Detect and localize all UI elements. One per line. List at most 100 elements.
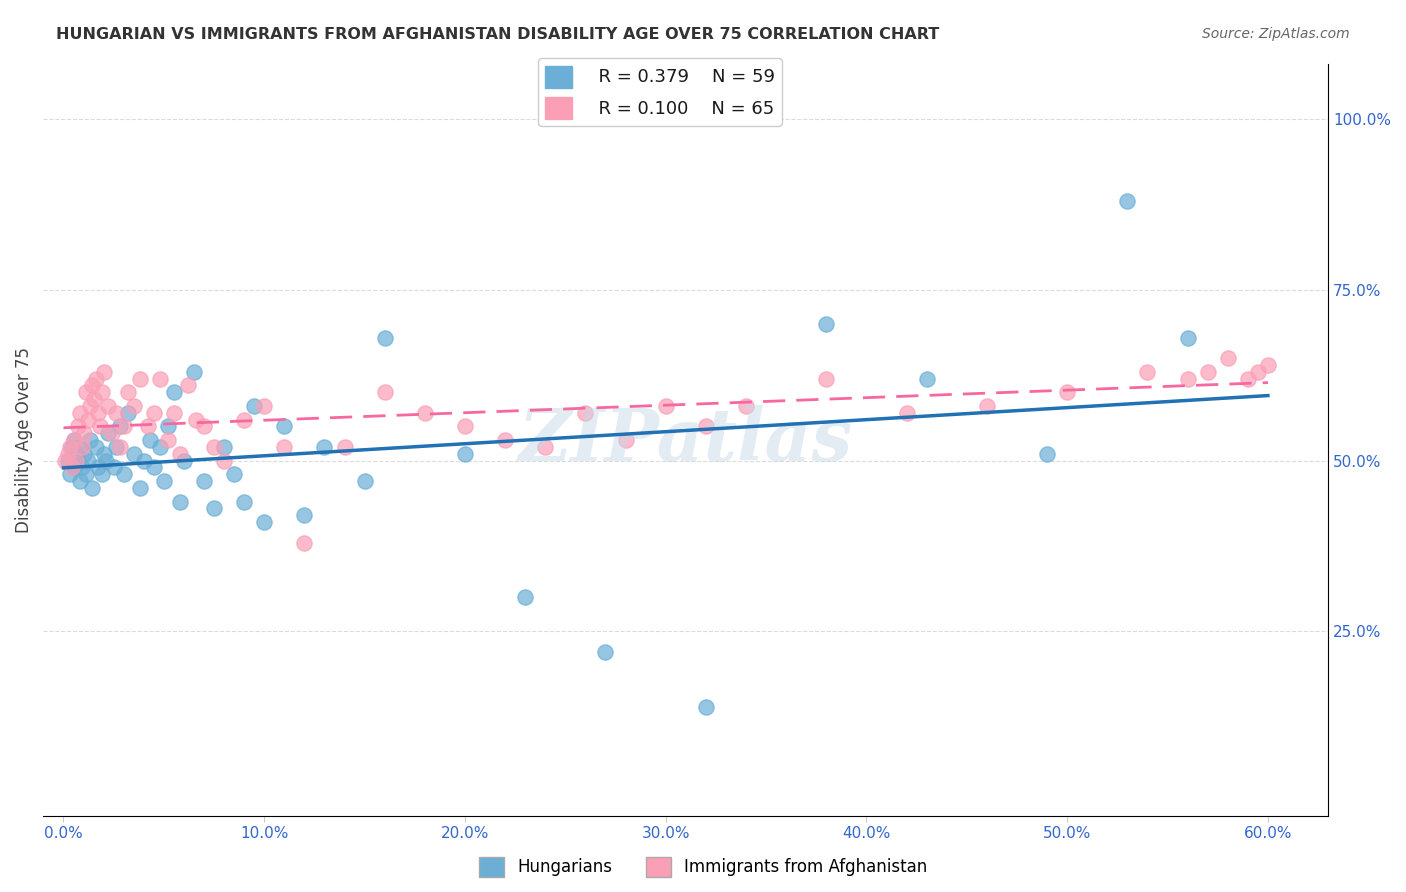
Point	[58, 467, 80, 482]
Point	[72, 447, 94, 461]
Point	[75, 385, 97, 400]
Point	[202, 501, 225, 516]
Point	[353, 474, 375, 488]
Legend: Hungarians, Immigrants from Afghanistan: Hungarians, Immigrants from Afghanistan	[472, 850, 934, 884]
Point	[1247, 365, 1270, 379]
Point	[1197, 365, 1219, 379]
Point	[815, 371, 838, 385]
Point	[1237, 371, 1260, 385]
Text: Source: ZipAtlas.com: Source: ZipAtlas.com	[1202, 27, 1350, 41]
Point	[454, 447, 477, 461]
Point	[60, 440, 83, 454]
Point	[614, 433, 637, 447]
Point	[62, 433, 84, 447]
Point	[224, 467, 246, 482]
Text: ZIPatlas: ZIPatlas	[519, 405, 853, 475]
Point	[153, 474, 176, 488]
Point	[84, 371, 107, 385]
Point	[142, 406, 165, 420]
Point	[273, 440, 295, 454]
Text: HUNGARIAN VS IMMIGRANTS FROM AFGHANISTAN DISABILITY AGE OVER 75 CORRELATION CHAR: HUNGARIAN VS IMMIGRANTS FROM AFGHANISTAN…	[56, 27, 939, 42]
Point	[60, 460, 83, 475]
Point	[128, 371, 150, 385]
Point	[56, 447, 79, 461]
Point	[735, 399, 758, 413]
Point	[202, 440, 225, 454]
Point	[177, 378, 200, 392]
Point	[173, 453, 195, 467]
Point	[574, 406, 596, 420]
Point	[80, 378, 103, 392]
Point	[112, 419, 135, 434]
Point	[1036, 447, 1059, 461]
Point	[79, 433, 101, 447]
Point	[149, 440, 172, 454]
Point	[156, 433, 179, 447]
Point	[65, 453, 87, 467]
Point	[69, 406, 91, 420]
Point	[76, 453, 98, 467]
Point	[94, 453, 117, 467]
Point	[104, 440, 127, 454]
Point	[595, 645, 617, 659]
Point	[84, 440, 107, 454]
Point	[163, 406, 186, 420]
Point	[100, 426, 122, 441]
Point	[117, 406, 139, 420]
Point	[65, 447, 87, 461]
Point	[75, 467, 97, 482]
Point	[1136, 365, 1159, 379]
Point	[69, 474, 91, 488]
Point	[122, 399, 145, 413]
Point	[695, 419, 717, 434]
Point	[314, 440, 336, 454]
Point	[233, 412, 256, 426]
Point	[193, 474, 215, 488]
Point	[243, 399, 266, 413]
Point	[1177, 330, 1199, 344]
Point	[149, 371, 172, 385]
Point	[93, 365, 115, 379]
Point	[142, 460, 165, 475]
Point	[976, 399, 998, 413]
Point	[695, 699, 717, 714]
Point	[117, 385, 139, 400]
Point	[86, 406, 108, 420]
Point	[103, 460, 125, 475]
Point	[112, 467, 135, 482]
Point	[1056, 385, 1078, 400]
Point	[108, 419, 131, 434]
Point	[66, 453, 89, 467]
Point	[212, 440, 235, 454]
Point	[128, 481, 150, 495]
Point	[56, 453, 79, 467]
Point	[915, 371, 938, 385]
Point	[193, 419, 215, 434]
Point	[292, 508, 315, 523]
Point	[104, 406, 127, 420]
Point	[454, 419, 477, 434]
Point	[97, 399, 120, 413]
Point	[1116, 194, 1139, 208]
Point	[374, 330, 396, 344]
Point	[1257, 358, 1279, 372]
Point	[79, 399, 101, 413]
Point	[169, 494, 191, 508]
Point	[1216, 351, 1239, 365]
Point	[83, 392, 105, 406]
Point	[80, 481, 103, 495]
Point	[896, 406, 918, 420]
Point	[76, 412, 98, 426]
Point	[136, 419, 159, 434]
Point	[72, 426, 94, 441]
Point	[273, 419, 295, 434]
Point	[184, 412, 207, 426]
Y-axis label: Disability Age Over 75: Disability Age Over 75	[15, 347, 32, 533]
Point	[163, 385, 186, 400]
Point	[97, 426, 120, 441]
Point	[108, 440, 131, 454]
Point	[534, 440, 557, 454]
Point	[292, 535, 315, 549]
Point	[62, 433, 84, 447]
Point	[93, 447, 115, 461]
